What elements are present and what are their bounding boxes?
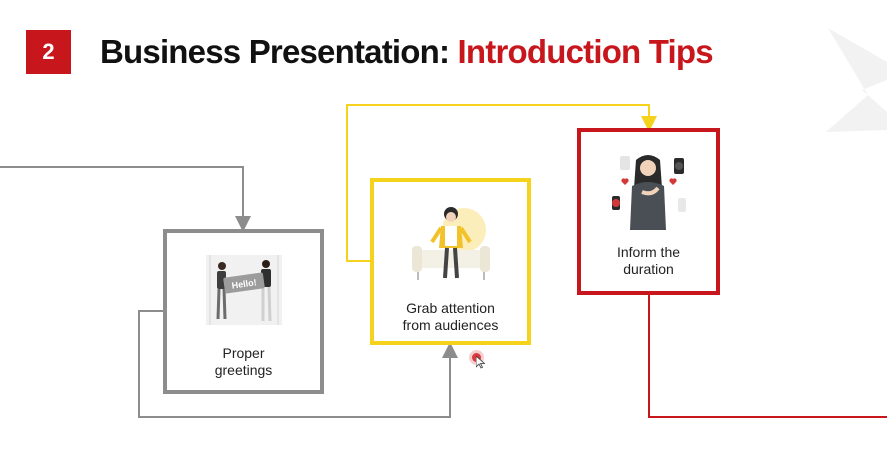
connector-into-greetings xyxy=(0,166,251,232)
mouse-pointer-icon xyxy=(476,356,485,369)
connector-greetings-to-attention xyxy=(138,310,458,418)
person-posing-illustration-icon xyxy=(411,207,490,280)
slide-title-prefix: Business Presentation: xyxy=(100,33,458,70)
card-label-duration: Inform the duration xyxy=(616,244,681,277)
card-label-attention: Grab attention from audiences xyxy=(402,300,499,333)
slide-number-badge: 2 xyxy=(26,30,71,74)
card-inform-duration[interactable]: Inform the duration xyxy=(577,128,720,295)
card-grab-attention[interactable]: Grab attention from audiences xyxy=(370,178,531,345)
card-label-greetings: Proper greetings xyxy=(214,345,273,378)
slide-title-accent: Introduction Tips xyxy=(457,33,714,70)
card-proper-greetings[interactable]: Hello! Proper greetings xyxy=(163,229,324,394)
woman-checking-watch-icon xyxy=(611,155,686,230)
slide-title: Business Presentation: Introduction Tips xyxy=(100,28,714,76)
connector-attention-to-duration xyxy=(346,104,657,262)
hello-sign-text: Hello! xyxy=(231,277,257,290)
connector-out-of-duration xyxy=(648,295,887,418)
people-holding-hello-sign-icon: Hello! xyxy=(205,255,282,325)
watermark-chevron-shape xyxy=(826,28,887,132)
